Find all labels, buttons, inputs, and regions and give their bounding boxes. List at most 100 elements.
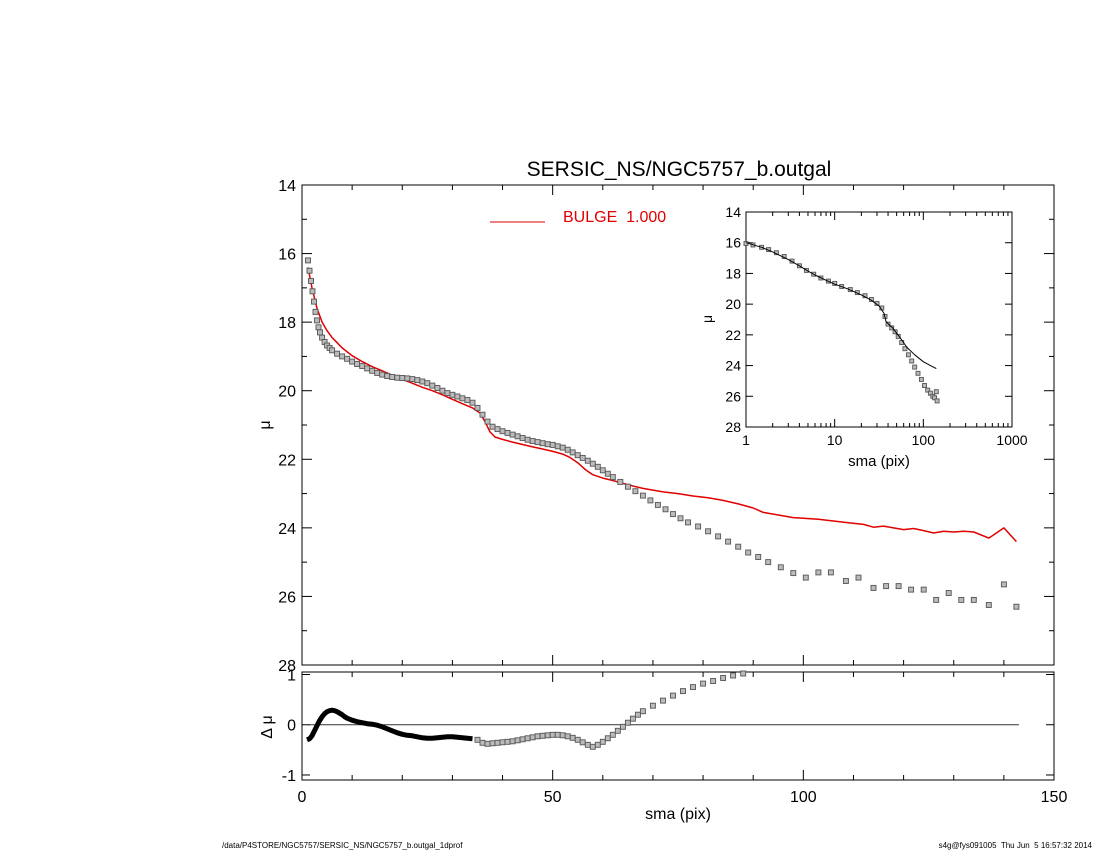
y-tick-label: 16	[278, 247, 296, 264]
y-tick-label: 28	[725, 419, 741, 435]
residual-point	[554, 731, 561, 738]
inset-data-point	[925, 387, 931, 393]
residual-point	[599, 738, 606, 745]
x-tick-label: 150	[1041, 789, 1068, 806]
data-point	[715, 533, 722, 540]
residual-point	[609, 731, 616, 738]
data-point	[549, 441, 556, 448]
data-point	[359, 363, 366, 369]
data-point	[439, 387, 446, 394]
data-point	[419, 378, 426, 385]
data-point	[1000, 581, 1007, 588]
data-point	[685, 519, 691, 526]
x-tick-label: 10	[827, 432, 843, 448]
data-point	[306, 267, 313, 274]
inset-panel: 14 16 18 20 22 24 26 281 10 100 1000 μ sma (pix)	[699, 204, 1028, 470]
data-point	[985, 602, 992, 608]
data-point	[662, 506, 669, 513]
data-point	[624, 483, 631, 490]
data-point	[305, 257, 311, 264]
chart-title: SERSIC_NS/NGC5757_b.outgal	[527, 158, 832, 181]
data-point	[790, 570, 797, 577]
data-point	[369, 367, 376, 374]
y-tick-label: 24	[278, 521, 296, 538]
residual-point	[579, 739, 586, 746]
data-point	[394, 374, 401, 381]
data-point	[815, 569, 822, 576]
data-point	[519, 435, 526, 441]
footer-timestamp: s4g@fys091005 Thu Jun 5 16:57:32 2014	[939, 841, 1093, 850]
residual-point	[494, 739, 501, 746]
residual-y-axis-label: Δ μ	[259, 715, 276, 738]
data-point	[654, 501, 661, 508]
data-point	[329, 347, 336, 354]
residual-point	[594, 741, 601, 748]
x-tick-label: 50	[544, 789, 562, 806]
residual-point	[619, 723, 626, 730]
inset-model-line	[745, 242, 937, 370]
residual-point	[549, 731, 556, 738]
y-tick-label: 20	[725, 296, 741, 312]
data-point	[639, 492, 646, 499]
data-point	[354, 361, 361, 367]
inset-data-point	[922, 383, 927, 388]
main-y-axis-label: μ	[257, 420, 274, 429]
data-point	[514, 433, 521, 440]
main-panel: 14 16 18 20 22 24 26 28 BULGE 1.000 μ	[257, 178, 1055, 675]
data-point	[970, 596, 977, 603]
data-point	[569, 449, 576, 456]
y-tick-label: 16	[725, 235, 741, 251]
data-point	[589, 460, 596, 467]
residual-point	[479, 739, 486, 746]
data-point	[827, 569, 834, 576]
inset-data-points	[743, 241, 940, 404]
inset-data-point	[932, 395, 938, 401]
y-tick-label: 28	[278, 658, 296, 675]
data-point	[842, 578, 849, 584]
legend-label: BULGE 1.000	[563, 209, 666, 226]
data-point	[958, 596, 965, 603]
data-point	[429, 382, 436, 389]
y-tick-label: 22	[725, 327, 741, 343]
data-point	[444, 390, 451, 397]
inset-model-line	[745, 242, 937, 370]
residual-point	[559, 732, 566, 739]
data-point	[309, 288, 316, 295]
data-point	[574, 452, 581, 459]
residual-point	[509, 738, 516, 745]
y-tick-label: 22	[278, 452, 296, 469]
data-point	[870, 584, 877, 591]
data-point	[584, 457, 591, 464]
data-point	[632, 488, 639, 495]
data-point	[802, 574, 809, 581]
data-point	[539, 440, 546, 447]
data-point	[735, 543, 742, 550]
data-point	[464, 397, 471, 403]
residual-point	[629, 715, 636, 722]
inset-data-point	[906, 352, 911, 358]
residual-point	[639, 708, 646, 715]
residual-point	[474, 736, 481, 743]
data-point	[755, 554, 762, 560]
data-point	[564, 446, 571, 453]
data-point	[384, 373, 391, 379]
data-point	[399, 375, 406, 381]
data-point	[315, 324, 322, 331]
inset-data-point	[889, 325, 895, 331]
data-point	[344, 355, 351, 362]
y-tick-label: 1	[287, 668, 296, 685]
data-point	[695, 523, 702, 530]
data-point	[317, 329, 323, 336]
data-point	[311, 298, 317, 305]
data-point	[599, 467, 606, 474]
residual-point	[569, 734, 576, 741]
residual-point	[604, 735, 611, 742]
data-point	[895, 583, 902, 590]
data-point	[364, 365, 371, 372]
residual-curve-line	[306, 707, 473, 743]
data-point	[677, 515, 684, 522]
main-data-points	[305, 257, 1020, 610]
residual-point	[720, 675, 727, 681]
data-point	[609, 474, 616, 481]
